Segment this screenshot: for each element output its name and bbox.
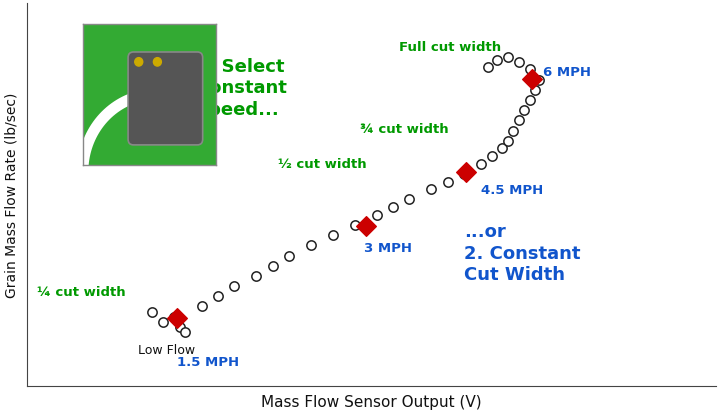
Point — [508, 128, 519, 135]
Point — [174, 324, 186, 330]
Point — [474, 161, 486, 168]
Point — [513, 118, 525, 124]
Point — [529, 87, 541, 94]
Point — [442, 179, 454, 185]
Point — [371, 212, 382, 218]
Text: Full cut width: Full cut width — [399, 41, 500, 54]
Point — [404, 197, 415, 203]
Point — [360, 223, 372, 230]
Point — [426, 187, 437, 193]
Point — [502, 138, 513, 145]
Point — [387, 204, 399, 211]
Point — [179, 329, 191, 335]
Point — [327, 232, 338, 239]
Text: 1. Select
Constant
Speed...: 1. Select Constant Speed... — [196, 58, 287, 119]
Point — [533, 77, 544, 84]
Y-axis label: Grain Mass Flow Rate (lb/sec): Grain Mass Flow Rate (lb/sec) — [4, 93, 18, 297]
Text: ¾ cut width: ¾ cut width — [360, 122, 449, 135]
Text: Low Flow: Low Flow — [138, 344, 195, 356]
FancyBboxPatch shape — [128, 53, 203, 145]
Point — [526, 76, 538, 83]
Text: ½ cut width: ½ cut width — [278, 158, 366, 171]
Point — [267, 263, 279, 269]
Point — [486, 153, 498, 160]
Circle shape — [153, 59, 161, 67]
Point — [491, 58, 503, 64]
Point — [497, 146, 508, 152]
Point — [305, 242, 317, 249]
Point — [251, 273, 262, 280]
Point — [168, 313, 180, 320]
Point — [229, 283, 240, 290]
Circle shape — [135, 59, 143, 67]
Point — [524, 97, 536, 104]
Point — [147, 309, 158, 315]
Point — [459, 171, 470, 178]
Point — [349, 222, 361, 229]
Point — [518, 108, 530, 114]
Point — [158, 319, 169, 325]
Point — [196, 304, 207, 310]
Text: 6 MPH: 6 MPH — [543, 66, 591, 79]
Text: ...or
2. Constant
Cut Width: ...or 2. Constant Cut Width — [464, 223, 580, 284]
Point — [172, 315, 184, 322]
Text: 3 MPH: 3 MPH — [364, 242, 412, 255]
Text: 4.5 MPH: 4.5 MPH — [480, 183, 543, 196]
Point — [461, 170, 472, 176]
Point — [524, 67, 536, 74]
Point — [212, 293, 224, 300]
X-axis label: Mass Flow Sensor Output (V): Mass Flow Sensor Output (V) — [261, 394, 482, 409]
Point — [513, 59, 525, 66]
Point — [502, 54, 513, 61]
Point — [482, 64, 494, 71]
Point — [284, 253, 295, 259]
Text: ¼ cut width: ¼ cut width — [37, 285, 126, 298]
Text: 1.5 MPH: 1.5 MPH — [178, 355, 240, 368]
